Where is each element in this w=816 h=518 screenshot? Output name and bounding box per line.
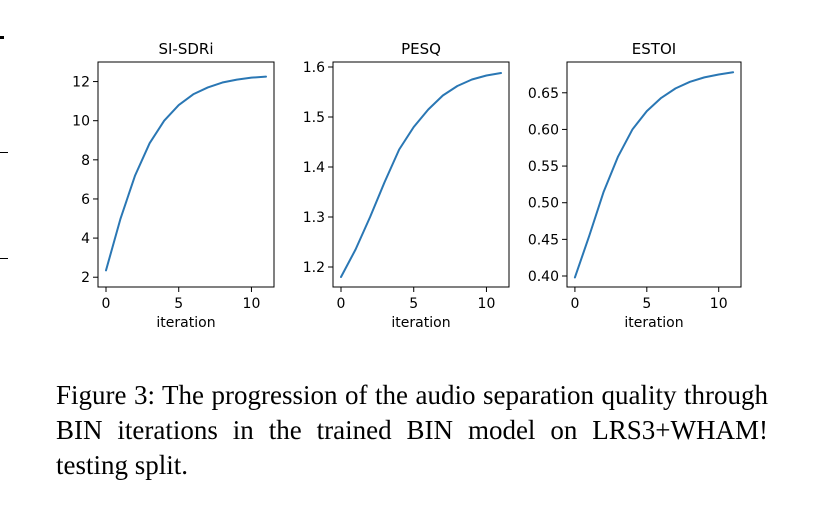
x-tick-label: 10 [710,296,728,312]
figure-caption: Figure 3: The progression of the audio s… [56,380,768,480]
x-axis-label: iteration [624,315,683,331]
axes-frame [332,61,510,288]
y-tick-label: 0.60 [528,122,559,138]
series-line [340,72,502,278]
y-tick-label: 1.2 [303,260,325,276]
figure-3-charts: SI-SDRi 0 5 10 2 4 6 8 10 12 iteration PESQ 0 5 10 1.2… [72,40,742,331]
chart-title: SI-SDRi [158,40,213,58]
pesq-panel: PESQ 0 5 10 1.2 1.3 1.4 1.5 1.6 iteration [303,40,510,331]
y-tick-label: 2 [81,270,90,286]
y-tick-label: 1.3 [303,210,325,226]
margin-mark [0,152,8,153]
y-tick-label: 1.6 [303,60,325,76]
x-tick-label: 10 [243,296,261,312]
x-tick-label: 5 [409,296,418,312]
y-tick-label: 0.45 [528,232,559,248]
y-tick-label: 8 [81,153,90,169]
x-axis-label: iteration [391,315,450,331]
x-tick-label: 0 [570,296,579,312]
axes-frame [566,61,742,288]
y-tick-label: 12 [72,75,90,91]
series-line [573,71,735,279]
x-tick-label: 0 [337,296,346,312]
si-sdri-panel: SI-SDRi 0 5 10 2 4 6 8 10 12 iteration [72,40,275,331]
y-tick-label: 0.55 [528,159,559,175]
y-tick-label: 1.5 [303,110,325,126]
y-tick-label: 1.4 [303,160,325,176]
x-tick-label: 10 [478,296,496,312]
y-tick-label: 0.40 [528,269,559,285]
x-tick-label: 5 [174,296,183,312]
estoi-panel: ESTOI 0 5 10 0.40 0.45 0.50 0.55 0.60 0.65 iterati… [528,40,742,331]
x-axis-label: iteration [156,315,215,331]
y-tick-label: 0.65 [528,86,559,102]
y-tick-label: 4 [81,231,90,247]
x-tick-label: 5 [642,296,651,312]
margin-mark [0,258,8,259]
y-tick-label: 0.50 [528,196,559,212]
chart-title: ESTOI [632,40,676,58]
series-line [105,75,267,272]
y-tick-label: 10 [72,114,90,130]
x-tick-label: 0 [102,296,111,312]
y-tick-label: 6 [81,192,90,208]
axes-frame [97,61,275,288]
margin-mark [0,36,4,39]
chart-title: PESQ [401,40,441,58]
